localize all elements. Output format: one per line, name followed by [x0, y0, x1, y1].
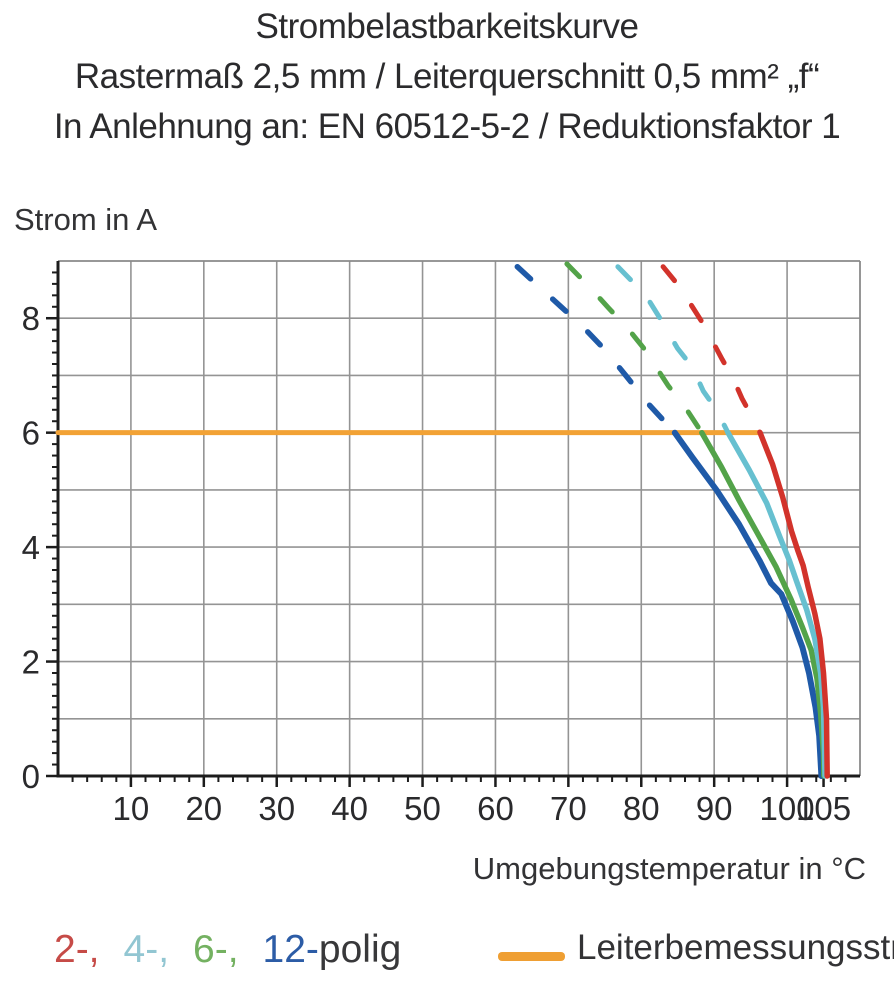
curve-6-polig-dashed: [564, 261, 705, 436]
curve-4-polig-dashed: [615, 264, 731, 436]
title-line-3: In Anlehnung an: EN 60512-5-2 / Reduktio…: [53, 107, 841, 146]
legend-pole-item: 4-,: [123, 928, 170, 971]
y-tick-label: 8: [22, 300, 40, 337]
x-tick-label: 30: [258, 790, 295, 827]
reference-line-swatch: [498, 952, 565, 961]
x-tick-label: 90: [696, 790, 733, 827]
y-tick-label: 0: [22, 758, 40, 795]
legend-pole-item: 2-,: [54, 928, 100, 971]
x-tick-label: 50: [404, 790, 441, 827]
y-tick-label: 4: [22, 529, 40, 566]
reference-line-label: Leiterbemessungsstrom: [577, 928, 894, 967]
legend-poles-suffix: polig: [318, 928, 402, 971]
x-tick-label: 40: [331, 790, 368, 827]
chart-title-block: Strombelastbarkeitskurve Rastermaß 2,5 m…: [0, 2, 894, 152]
x-tick-label: 100: [760, 790, 815, 827]
y-axis-title: Strom in A: [14, 202, 157, 237]
x-axis-title: Umgebungstemperatur in °C: [472, 851, 866, 886]
title-line-2: Rastermaß 2,5 mm / Leiterquerschnitt 0,5…: [74, 57, 820, 96]
x-tick-label: 80: [623, 790, 660, 827]
curve-12-polig-dashed: [514, 263, 678, 436]
curve-2-polig-dashed: [660, 264, 763, 436]
x-tick-label: 70: [550, 790, 587, 827]
legend-pole-items: 2-, 4-, 6-, 12-: [54, 928, 319, 971]
title-line-1: Strombelastbarkeitskurve: [255, 7, 639, 46]
legend-pole-item: 12-: [262, 928, 319, 971]
x-tick-label: 105: [796, 790, 851, 827]
y-tick-label: 6: [22, 415, 40, 452]
x-tick-label: 10: [113, 790, 150, 827]
y-tick-label: 2: [22, 644, 40, 681]
curve-2-polig-solid: [757, 429, 830, 779]
legend-pole-item: 6-,: [193, 928, 239, 971]
x-tick-label: 60: [477, 790, 514, 827]
legend-poles: 2-, 4-, 6-, 12-polig: [54, 928, 401, 972]
x-tick-label: 20: [185, 790, 222, 827]
curve-12-polig-solid: [671, 429, 825, 779]
